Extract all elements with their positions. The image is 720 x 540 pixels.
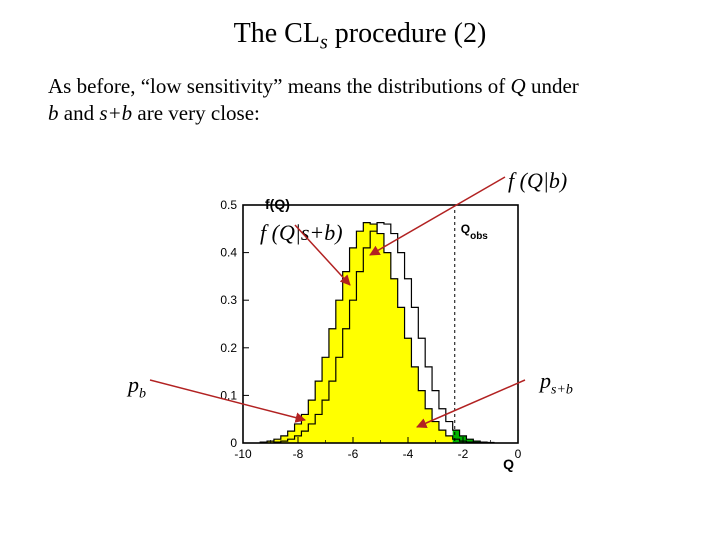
intro-q: Q [511,74,526,98]
intro-d: s+b [99,101,132,125]
svg-text:0: 0 [230,436,237,450]
label-pb-sym: p [128,372,139,397]
intro-b: under [526,74,579,98]
svg-text:Q: Q [503,456,514,472]
label-psb: ps+b [540,368,573,398]
svg-text:0.2: 0.2 [220,341,237,355]
svg-text:-6: -6 [348,447,359,461]
svg-text:0.5: 0.5 [220,198,237,212]
page-title: The CLs procedure (2) [0,0,720,55]
title-pre: The CL [234,18,320,49]
cls-chart: Qobs-10-8-6-4-2000.10.20.30.40.5Qf(Q) [195,195,525,470]
svg-text:0.4: 0.4 [220,246,237,260]
intro-b2: b [48,101,59,125]
intro-c: and [59,101,100,125]
label-fqb: f (Q|b) [508,168,567,194]
svg-text:-8: -8 [293,447,304,461]
svg-text:0.3: 0.3 [220,293,237,307]
label-pb: pb [128,372,146,402]
svg-text:f(Q): f(Q) [265,196,290,212]
chart-svg: Qobs-10-8-6-4-2000.10.20.30.40.5Qf(Q) [195,195,525,470]
svg-text:0: 0 [515,447,522,461]
title-sub: s [320,32,328,54]
svg-text:-4: -4 [403,447,414,461]
label-psb-sub: s+b [551,382,573,397]
svg-text:-2: -2 [458,447,469,461]
svg-text:Qobs: Qobs [461,222,489,242]
intro-text: As before, “low sensitivity” means the d… [48,73,672,128]
label-pb-sub: b [139,386,146,401]
intro-a: As before, “low sensitivity” means the d… [48,74,511,98]
title-post: procedure (2) [328,18,487,49]
label-psb-sym: p [540,368,551,393]
intro-e: are very close: [132,101,260,125]
